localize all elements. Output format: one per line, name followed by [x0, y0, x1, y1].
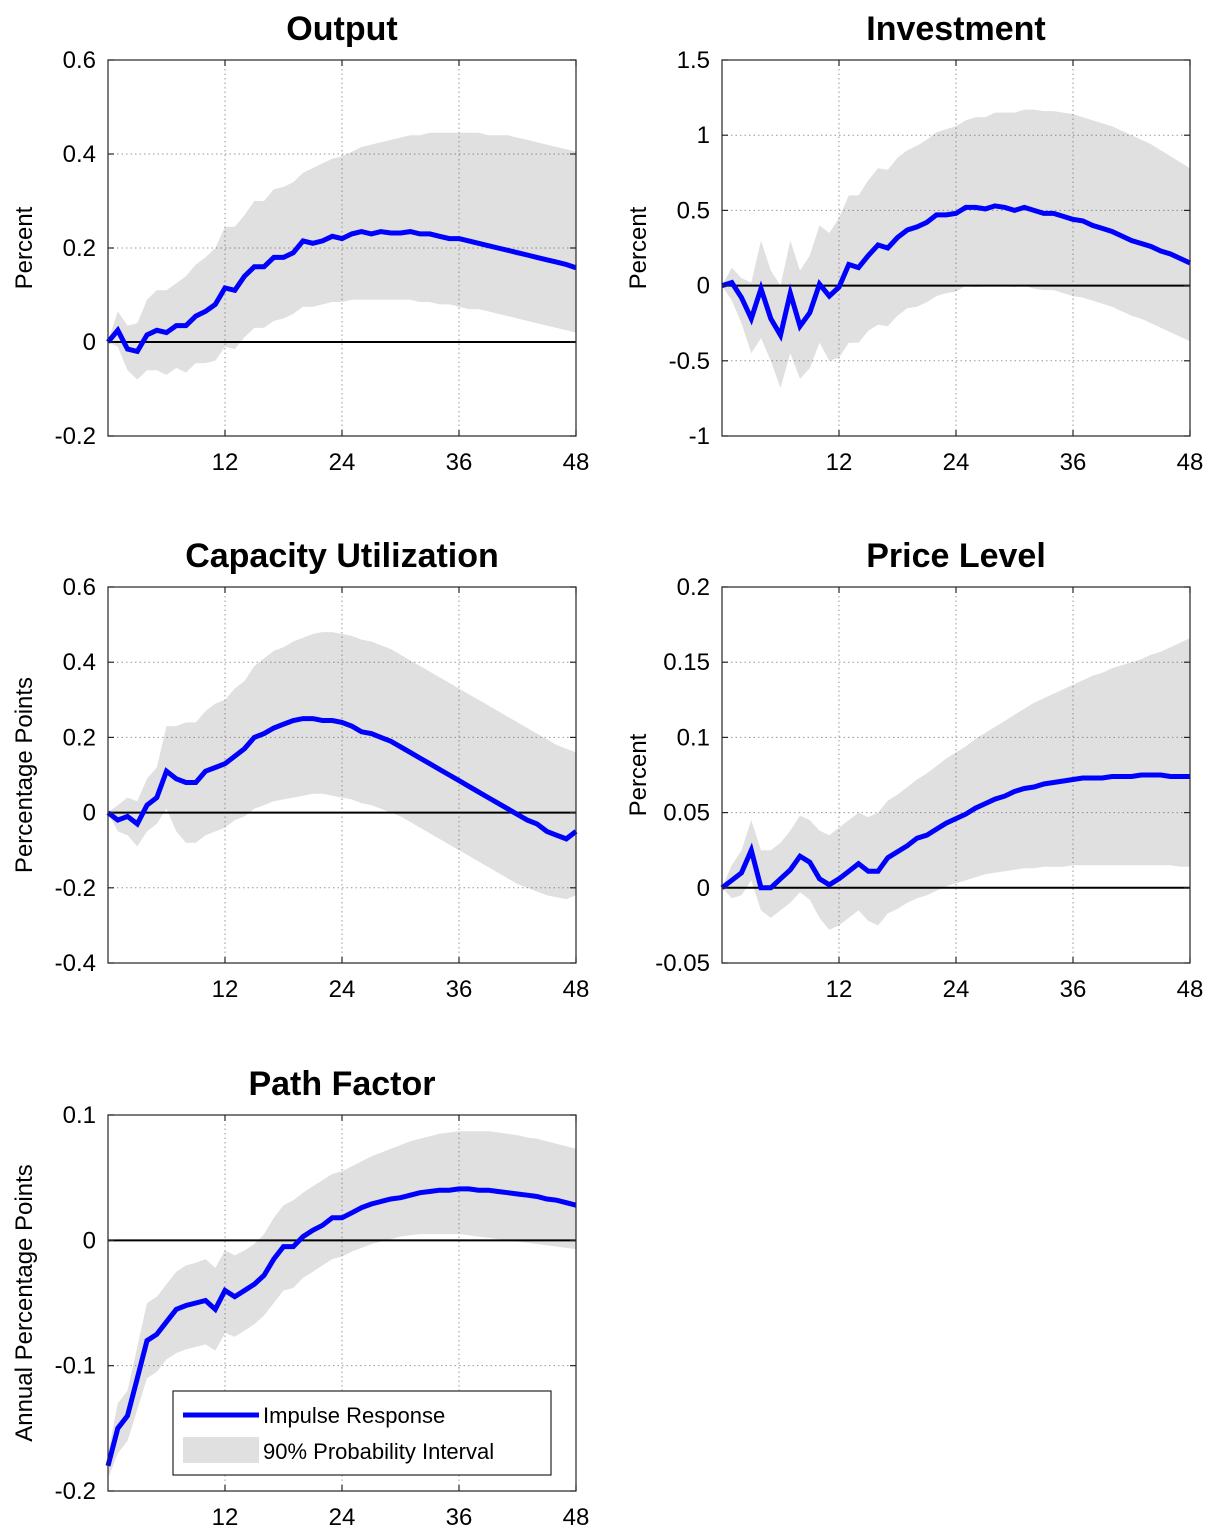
y-tick-label: 0.05 [663, 800, 710, 827]
y-tick-label: 0 [697, 875, 710, 902]
x-tick-label: 36 [446, 449, 473, 476]
x-tick-label: 24 [329, 1504, 356, 1531]
y-tick-label: 0.2 [677, 574, 710, 601]
y-tick-label: -0.2 [55, 1478, 96, 1505]
x-tick-label: 36 [446, 1504, 473, 1531]
chart-panel-2: 12 24 36 48 -0.4 -0.2 0 0.2 0.4 0.6 Capacity Utili… [11, 537, 589, 1003]
y-tick-label: 1.5 [677, 47, 710, 74]
y-tick-label: 0 [83, 1227, 96, 1254]
y-tick-label: 0.6 [63, 574, 96, 601]
x-tick-label: 12 [826, 449, 853, 476]
x-tick-label: 24 [329, 449, 356, 476]
x-tick-label: 48 [1177, 449, 1204, 476]
probability-band [722, 638, 1190, 930]
y-tick-label: -0.4 [55, 950, 96, 977]
impulse-response-line [721, 203, 1192, 342]
chart-title: Path Factor [248, 1065, 435, 1103]
chart-title: Price Level [866, 537, 1046, 575]
y-axis-label: Percent [625, 206, 652, 289]
probability-band [722, 109, 1190, 388]
x-tick-label: 48 [563, 976, 590, 1003]
x-tick-label: 48 [1177, 976, 1204, 1003]
y-tick-label: -0.2 [55, 423, 96, 450]
x-tick-label: 24 [329, 976, 356, 1003]
x-tick-label: 48 [563, 449, 590, 476]
y-tick-label: 0 [83, 329, 96, 356]
y-axis-label: Percent [11, 206, 38, 289]
y-tick-label: 0.1 [677, 724, 710, 751]
chart-panel-3: 12 24 36 48 -0.05 0 0.05 0.1 0.15 0.2 Price Level P… [625, 537, 1203, 1003]
y-tick-label: 0.1 [63, 1102, 96, 1129]
x-tick-label: 24 [943, 976, 970, 1003]
y-tick-label: 0.15 [663, 649, 710, 676]
impulse-response-line [105, 1186, 577, 1467]
legend-label-impulse-response: Impulse Response [263, 1403, 445, 1428]
x-tick-label: 12 [826, 976, 853, 1003]
y-axis-label: Percentage Points [11, 677, 38, 873]
y-tick-label: -0.1 [55, 1353, 96, 1380]
y-axis-label: Annual Percentage Points [11, 1164, 38, 1442]
probability-band [108, 632, 576, 900]
x-tick-label: 12 [212, 449, 239, 476]
legend-band-swatch [183, 1437, 259, 1463]
y-axis-label: Percent [625, 733, 652, 816]
chart-panel-1: 12 24 36 48 -1 -0.5 0 0.5 1 1.5 Investment Percent [625, 10, 1203, 476]
y-tick-label: -1 [689, 423, 710, 450]
chart-title: Output [286, 10, 397, 48]
chart-title: Investment [866, 10, 1046, 48]
y-tick-label: -0.05 [655, 950, 710, 977]
y-tick-label: 0.5 [677, 197, 710, 224]
impulse-response-line [106, 229, 577, 355]
x-tick-label: 12 [212, 976, 239, 1003]
impulse-response-line [720, 772, 1190, 891]
x-tick-label: 36 [446, 976, 473, 1003]
x-tick-label: 12 [212, 1504, 239, 1531]
y-tick-label: 0.4 [63, 141, 96, 168]
y-tick-label: -0.5 [669, 348, 710, 375]
chart-title: Capacity Utilization [185, 537, 499, 575]
x-tick-label: 36 [1060, 976, 1087, 1003]
y-tick-label: 0 [83, 800, 96, 827]
chart-panel-0: 12 24 36 48 -0.2 0 0.2 0.4 0.6 Output Percent [11, 10, 589, 476]
y-tick-label: 0.2 [63, 235, 96, 262]
y-tick-label: 0.6 [63, 47, 96, 74]
legend: Impulse Response 90% Probability Interval [172, 1390, 552, 1476]
y-tick-label: 1 [697, 122, 710, 149]
x-tick-label: 48 [563, 1504, 590, 1531]
y-tick-label: 0.4 [63, 649, 96, 676]
probability-band [108, 1131, 576, 1479]
y-tick-label: 0.2 [63, 724, 96, 751]
y-tick-label: 0 [697, 273, 710, 300]
y-tick-label: -0.2 [55, 875, 96, 902]
x-tick-label: 36 [1060, 449, 1087, 476]
legend-label-probability-interval: 90% Probability Interval [263, 1439, 494, 1464]
impulse-response-line [106, 716, 578, 842]
x-tick-label: 24 [943, 449, 970, 476]
